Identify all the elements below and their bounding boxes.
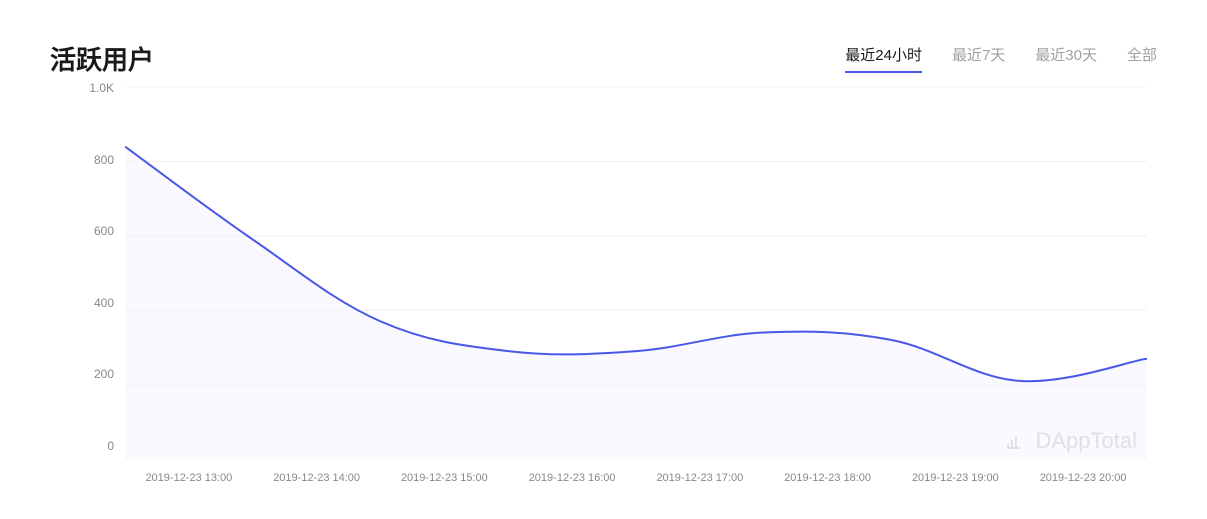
chart-svg [125, 87, 1147, 459]
plot-area [125, 87, 1147, 459]
y-tick-label: 0 [80, 439, 122, 453]
y-tick-label: 400 [80, 296, 122, 310]
x-tick-label: 2019-12-23 18:00 [764, 472, 892, 484]
x-tick-label: 2019-12-23 15:00 [381, 472, 509, 484]
x-axis: 2019-12-23 13:00 2019-12-23 14:00 2019-1… [125, 472, 1147, 484]
x-tick-label: 2019-12-23 16:00 [508, 472, 636, 484]
x-tick-label: 2019-12-23 13:00 [125, 472, 253, 484]
watermark: DAppTotal [1006, 428, 1137, 454]
y-tick-label: 800 [80, 153, 122, 167]
tab-30d[interactable]: 最近30天 [1035, 44, 1097, 73]
tab-7d[interactable]: 最近7天 [952, 44, 1005, 73]
x-tick-label: 2019-12-23 14:00 [253, 472, 381, 484]
x-tick-label: 2019-12-23 17:00 [636, 472, 764, 484]
y-tick-label: 1.0K [80, 81, 122, 95]
tab-all[interactable]: 全部 [1127, 44, 1157, 73]
chart-header: 活跃用户 最近24小时 最近7天 最近30天 全部 [50, 40, 1157, 77]
tab-24h[interactable]: 最近24小时 [845, 44, 922, 73]
y-tick-label: 600 [80, 224, 122, 238]
y-axis: 1.0K 800 600 400 200 0 [80, 87, 122, 459]
watermark-text: DAppTotal [1035, 428, 1137, 454]
y-tick-label: 200 [80, 367, 122, 381]
chart-area: 1.0K 800 600 400 200 0 2019-12-23 13:00 … [80, 87, 1157, 499]
time-range-tabs: 最近24小时 最近7天 最近30天 全部 [845, 44, 1157, 73]
watermark-icon [1006, 432, 1030, 450]
chart-title: 活跃用户 [50, 40, 154, 77]
x-tick-label: 2019-12-23 20:00 [1019, 472, 1147, 484]
x-tick-label: 2019-12-23 19:00 [892, 472, 1020, 484]
